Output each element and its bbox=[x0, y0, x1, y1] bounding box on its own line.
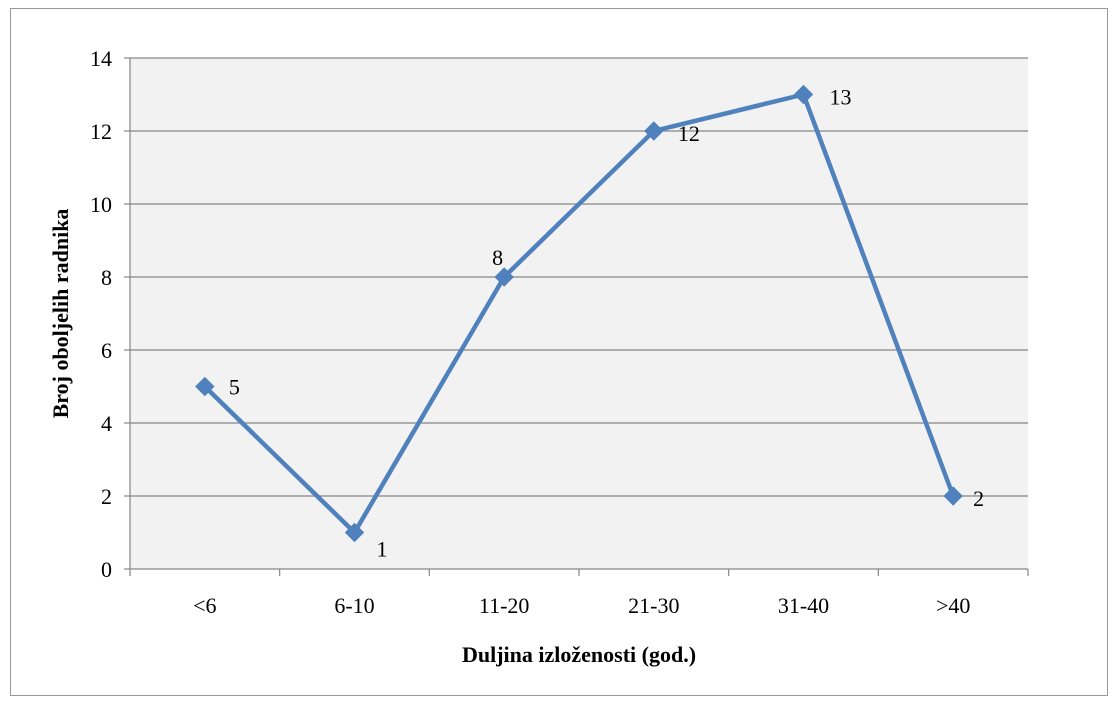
data-point bbox=[793, 84, 814, 105]
data-label: 2 bbox=[973, 486, 984, 511]
x-tick-label: 21-30 bbox=[628, 593, 679, 618]
data-label: 1 bbox=[377, 537, 388, 562]
data-point bbox=[195, 376, 215, 397]
data-label: 12 bbox=[678, 121, 700, 146]
y-tick-label: 8 bbox=[101, 265, 112, 290]
y-tick-label: 10 bbox=[90, 192, 112, 217]
data-point bbox=[644, 121, 664, 141]
series-group: 5 1 8 12 13 2 bbox=[195, 84, 984, 562]
y-tick-label: 4 bbox=[101, 411, 112, 436]
y-tick-label: 2 bbox=[101, 484, 112, 509]
series-line bbox=[202, 92, 956, 535]
x-axis-ticks: <6 6-10 11-20 21-30 31-40 >40 bbox=[129, 569, 1029, 618]
data-point bbox=[344, 522, 365, 543]
data-point bbox=[943, 486, 963, 506]
x-tick-label: 11-20 bbox=[479, 593, 530, 618]
data-label: 13 bbox=[830, 85, 852, 110]
plot-area bbox=[130, 58, 1028, 569]
y-tick-label: 12 bbox=[90, 119, 112, 144]
y-tick-label: 0 bbox=[101, 557, 112, 582]
y-axis-ticks: 0 2 4 6 8 10 12 14 bbox=[90, 46, 130, 582]
data-point bbox=[494, 267, 514, 287]
x-tick-label: 6-10 bbox=[334, 593, 374, 618]
x-tick-label: <6 bbox=[193, 593, 216, 618]
data-label: 5 bbox=[229, 375, 240, 400]
x-tick-label: 31-40 bbox=[778, 593, 829, 618]
data-label: 8 bbox=[492, 245, 503, 270]
y-tick-label: 6 bbox=[101, 338, 112, 363]
x-tick-label: >40 bbox=[936, 593, 970, 618]
y-tick-label: 14 bbox=[90, 46, 112, 71]
y-axis-title: Broj oboljelih radnika bbox=[48, 209, 73, 419]
x-axis-title: Duljina izloženosti (god.) bbox=[462, 642, 696, 667]
